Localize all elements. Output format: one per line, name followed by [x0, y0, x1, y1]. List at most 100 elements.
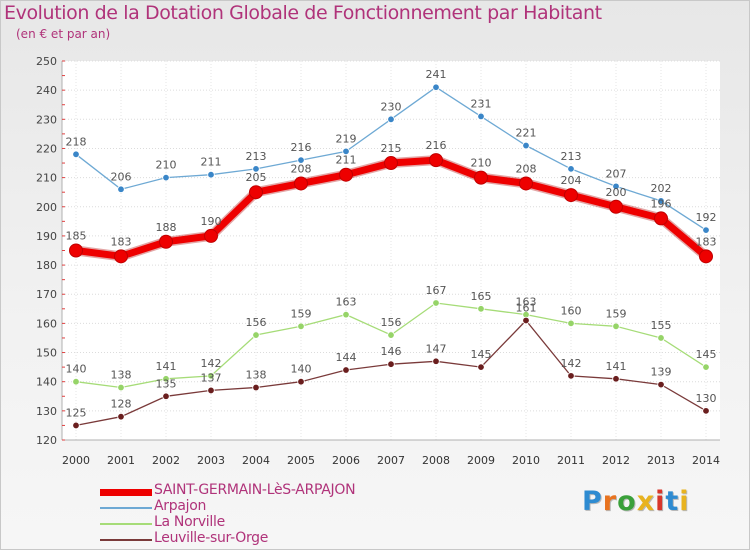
data-point — [432, 83, 440, 91]
data-label: 161 — [516, 301, 537, 314]
data-label: 128 — [111, 398, 132, 411]
data-label: 192 — [696, 211, 717, 224]
y-tick-label: 250 — [36, 55, 57, 68]
legend-label: La Norville — [154, 514, 225, 530]
data-label: 204 — [561, 174, 582, 187]
data-label: 231 — [471, 97, 492, 110]
data-point — [387, 331, 395, 339]
data-label: 146 — [381, 345, 402, 358]
data-label: 210 — [156, 159, 177, 172]
data-label: 135 — [156, 377, 177, 390]
data-point — [387, 360, 395, 368]
data-point — [702, 407, 710, 415]
data-label: 205 — [246, 171, 267, 184]
data-point — [567, 165, 575, 173]
data-point — [564, 188, 578, 203]
data-label: 141 — [606, 360, 627, 373]
y-tick-label: 240 — [36, 84, 57, 97]
data-point — [252, 331, 260, 339]
data-point — [72, 421, 80, 430]
data-point — [522, 141, 530, 150]
legend-swatch — [100, 523, 152, 525]
data-label: 183 — [111, 235, 132, 248]
data-point — [432, 299, 440, 307]
data-point — [342, 147, 350, 156]
data-label: 141 — [156, 360, 177, 373]
x-tick-label: 2003 — [197, 454, 225, 467]
data-label: 213 — [246, 150, 267, 163]
data-label: 200 — [606, 186, 627, 199]
legend-label: Arpajon — [154, 498, 207, 514]
legend-swatch — [100, 507, 152, 509]
x-tick-label: 2005 — [287, 454, 315, 467]
y-tick-label: 130 — [36, 405, 57, 418]
y-tick-label: 160 — [36, 317, 57, 330]
data-point — [657, 197, 665, 205]
data-label: 216 — [426, 139, 447, 152]
series-saint-germain-l-s-arpajon: 185 183 188 190 205 208 211 215 216 210 208 204 200 1… — [66, 139, 717, 264]
data-point — [567, 372, 575, 380]
data-point — [114, 249, 128, 264]
data-label: 159 — [606, 307, 627, 320]
series-arpajon: 218 206 210 211 213 216 219 230 241 231 221 213 207 2… — [66, 68, 717, 234]
data-point — [69, 243, 83, 258]
data-point — [207, 372, 215, 380]
data-label: 155 — [651, 319, 672, 332]
data-label: 156 — [381, 316, 402, 329]
data-label: 185 — [66, 230, 87, 243]
data-label: 216 — [291, 141, 312, 154]
data-point — [609, 199, 623, 214]
data-label: 142 — [201, 357, 222, 370]
series-leuville-sur-orge: 125 128 135 137 138 140 144 146 147 145 161 142 141 1… — [66, 301, 717, 430]
y-tick-label: 120 — [36, 434, 57, 447]
data-label: 196 — [651, 197, 672, 210]
data-label: 145 — [471, 348, 492, 361]
data-label: 165 — [471, 290, 492, 303]
y-tick-label: 210 — [36, 172, 57, 185]
y-tick-label: 200 — [36, 201, 57, 214]
data-label: 241 — [426, 68, 447, 81]
data-label: 210 — [471, 157, 492, 170]
data-label: 221 — [516, 127, 537, 140]
legend-label: Leuville-sur-Orge — [154, 530, 269, 546]
y-tick-label: 190 — [36, 230, 57, 243]
y-tick-label: 170 — [36, 288, 57, 301]
data-label: 159 — [291, 307, 312, 320]
data-label: 147 — [426, 342, 447, 355]
data-label: 218 — [66, 135, 87, 148]
x-tick-label: 2013 — [647, 454, 675, 467]
x-tick-label: 2007 — [377, 454, 405, 467]
data-label: 160 — [561, 304, 582, 317]
x-tick-label: 2011 — [557, 454, 585, 467]
data-label: 163 — [336, 296, 357, 309]
data-point — [207, 170, 215, 179]
data-point — [252, 383, 260, 392]
data-label: 140 — [291, 363, 312, 376]
chart-title: Evolution de la Dotation Globale de Fonc… — [4, 2, 602, 24]
data-label: 130 — [696, 392, 717, 405]
x-tick-label: 2006 — [332, 454, 360, 467]
data-label: 215 — [381, 142, 402, 155]
chart-subtitle: (en € et par an) — [16, 27, 111, 41]
data-point — [339, 167, 353, 182]
data-label: 144 — [336, 351, 357, 364]
data-label: 139 — [651, 366, 672, 379]
data-point — [384, 156, 398, 171]
data-point — [477, 305, 485, 313]
proxiti-logo: Proxiti — [582, 486, 690, 517]
data-label: 183 — [696, 235, 717, 248]
data-point — [387, 115, 395, 124]
data-point — [294, 176, 308, 191]
data-label: 137 — [201, 371, 222, 384]
data-label: 208 — [516, 162, 537, 175]
data-label: 211 — [201, 156, 222, 169]
data-label: 138 — [246, 369, 267, 382]
data-point — [657, 334, 665, 342]
data-point — [117, 383, 125, 392]
series-la-norville: 140 138 141 142 156 159 163 156 167 165 163 160 159 1… — [66, 284, 717, 392]
legend-label: SAINT-GERMAIN-LèS-ARPAJON — [154, 482, 356, 498]
data-point — [567, 319, 575, 328]
data-label: 188 — [156, 221, 177, 234]
data-point — [297, 322, 305, 330]
line-chart: 120 130 140 150 160 170 180 190 200 210 220 230 240 2… — [36, 55, 720, 467]
